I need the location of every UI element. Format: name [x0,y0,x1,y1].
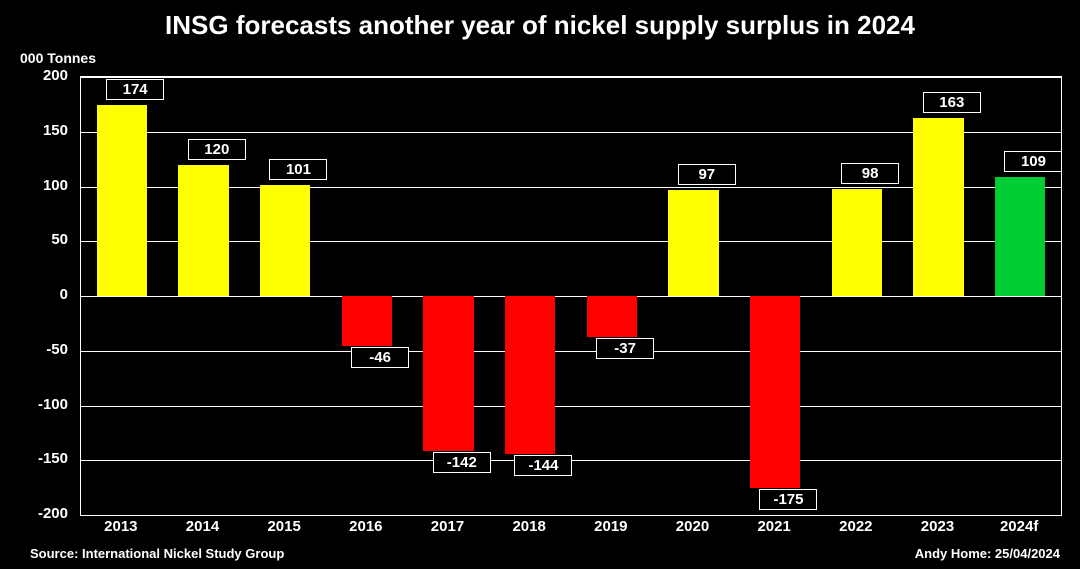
y-tick-label: -100 [0,396,68,413]
y-tick-label: -150 [0,450,68,467]
bar [260,185,311,296]
x-tick-label: 2023 [897,518,979,535]
gridline [81,351,1061,352]
gridline [81,77,1061,78]
x-tick-label: 2020 [652,518,734,535]
bar [913,118,964,296]
bar-value-label: -142 [433,452,491,473]
bar-value-label: 101 [269,159,327,180]
x-tick-label: 2013 [80,518,162,535]
bar-value-label: 109 [1004,151,1062,172]
y-tick-label: 150 [0,122,68,139]
bar-value-label: 174 [106,79,164,100]
x-tick-label: 2017 [407,518,489,535]
bar-value-label: -175 [759,489,817,510]
x-tick-label: 2021 [733,518,815,535]
bar [668,190,719,296]
bar [178,165,229,296]
y-tick-label: 200 [0,67,68,84]
gridline [81,515,1061,516]
bar-value-label: 120 [188,139,246,160]
bar-value-label: 98 [841,163,899,184]
y-tick-label: 0 [0,286,68,303]
bar [832,189,883,296]
bar [342,296,393,346]
bar-value-label: -37 [596,338,654,359]
x-tick-label: 2022 [815,518,897,535]
bar [587,296,638,337]
attribution-label: Andy Home: 25/04/2024 [915,546,1060,561]
bar-value-label: -144 [514,455,572,476]
gridline [81,406,1061,407]
y-tick-label: -50 [0,341,68,358]
y-tick-label: 100 [0,177,68,194]
x-tick-label: 2018 [488,518,570,535]
x-tick-label: 2014 [162,518,244,535]
chart-title: INSG forecasts another year of nickel su… [0,10,1080,41]
y-tick-label: -200 [0,505,68,522]
bar-value-label: -46 [351,347,409,368]
bar-value-label: 163 [923,92,981,113]
bar [750,296,801,488]
x-tick-label: 2024f [978,518,1060,535]
bar [97,105,148,296]
x-tick-label: 2019 [570,518,652,535]
bar [505,296,556,454]
source-label: Source: International Nickel Study Group [30,546,284,561]
bar [423,296,474,451]
y-tick-label: 50 [0,231,68,248]
x-tick-label: 2016 [325,518,407,535]
y-unit-label: 000 Tonnes [20,50,96,66]
gridline [81,296,1061,297]
x-tick-label: 2015 [243,518,325,535]
bar [995,177,1046,296]
bar-value-label: 97 [678,164,736,185]
